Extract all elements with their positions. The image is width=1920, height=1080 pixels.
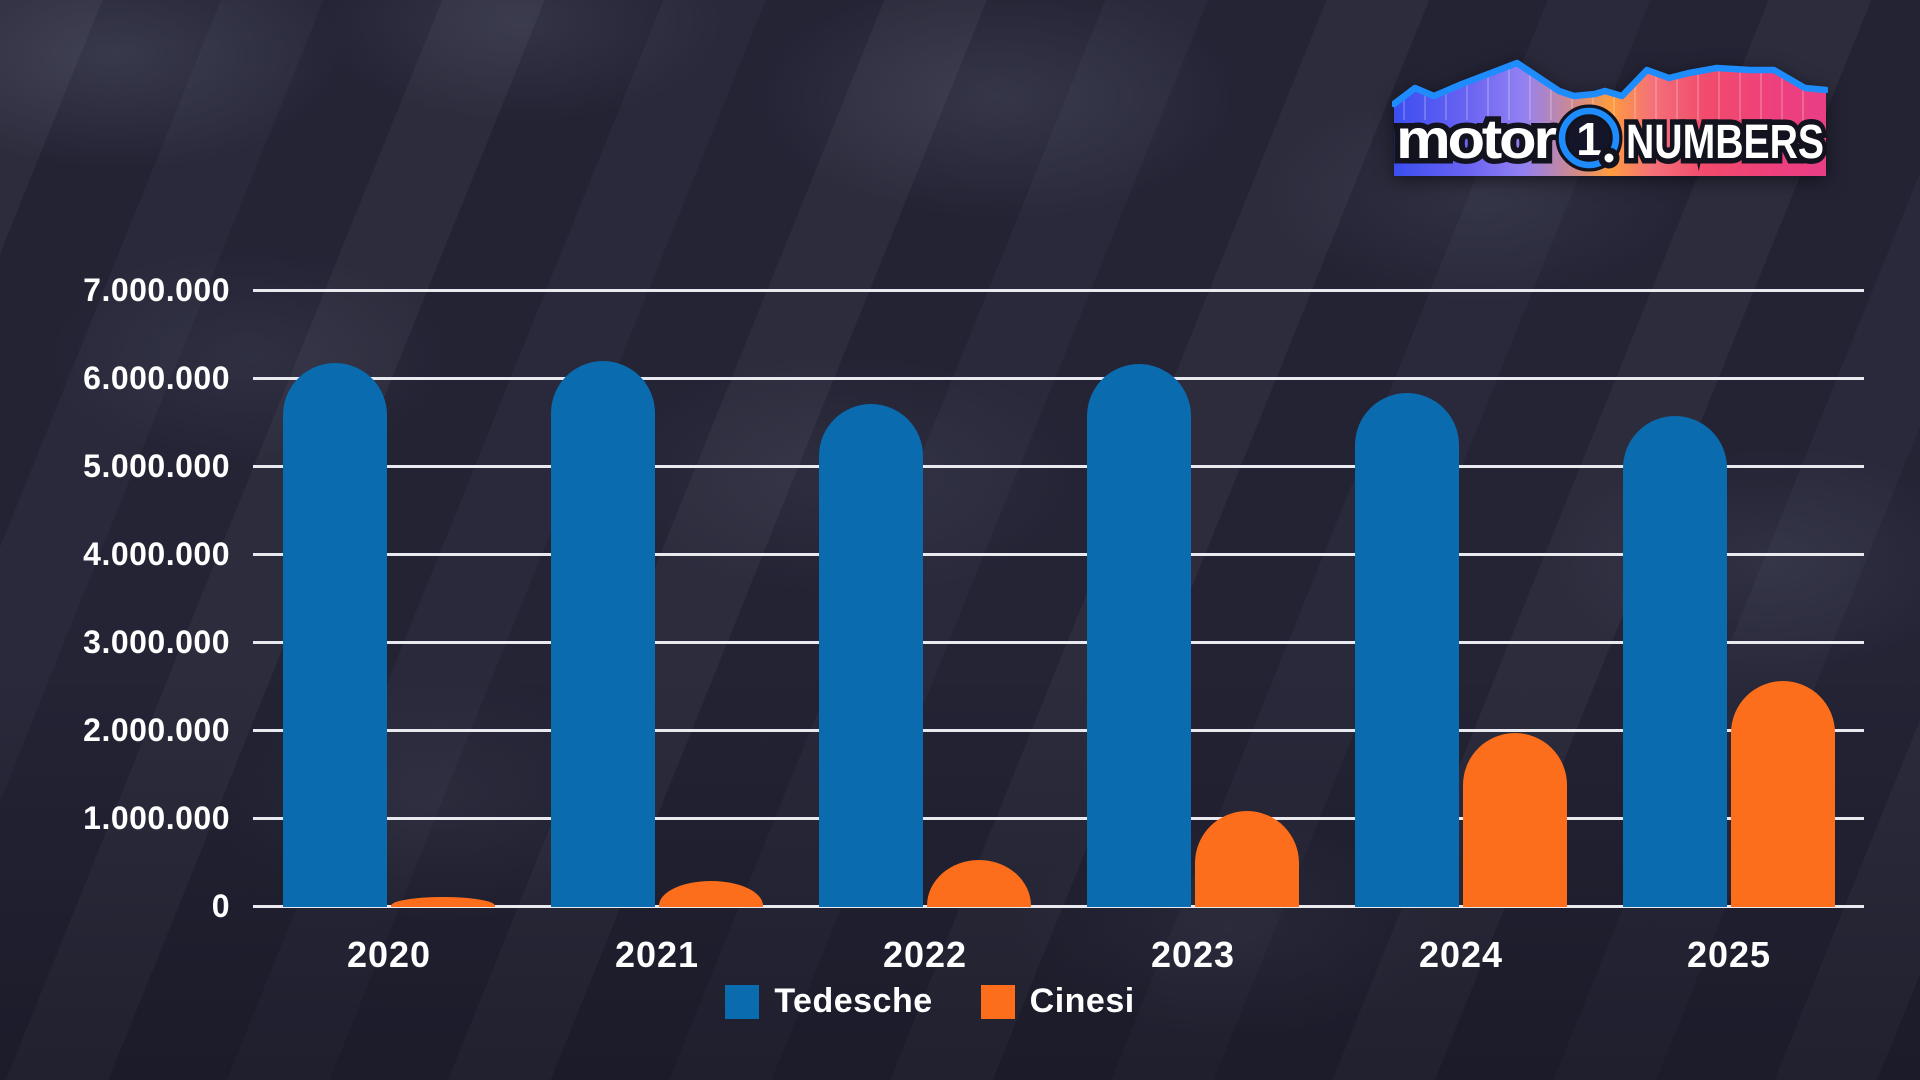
logo-one-text: 1 xyxy=(1576,113,1602,165)
legend-label-tedesche: Tedesche xyxy=(774,982,933,1020)
gridline-2000000 xyxy=(253,728,1864,732)
gridline-7000000 xyxy=(253,288,1864,292)
bar-cinesi-2025 xyxy=(1731,680,1835,908)
x-axis-label-2021: 2021 xyxy=(614,934,700,975)
gridline-1000000 xyxy=(253,816,1864,820)
gridline-0 xyxy=(253,904,1864,908)
bar-cinesi-2021 xyxy=(659,881,763,908)
bar-tedesche-2023 xyxy=(1087,363,1191,908)
bar-cinesi-2020 xyxy=(391,897,495,908)
y-axis-tick-label: 3.000.000 xyxy=(83,624,230,660)
gridline-5000000 xyxy=(253,464,1864,468)
bar-cinesi-2024 xyxy=(1463,732,1567,908)
legend-item-tedesche: Tedesche xyxy=(725,982,932,1021)
bar-tedesche-2024 xyxy=(1355,392,1459,908)
x-axis-label-2020: 2020 xyxy=(346,934,432,975)
legend-swatch-cinesi xyxy=(980,984,1015,1019)
bar-cinesi-2023 xyxy=(1195,810,1299,908)
logo-numbers-text: NUMBERS xyxy=(1626,116,1824,169)
bar-cinesi-2022 xyxy=(927,860,1031,908)
x-axis-label-2023: 2023 xyxy=(1150,934,1236,975)
y-axis-tick-label: 5.000.000 xyxy=(83,448,230,484)
y-axis-tick-label: 2.000.000 xyxy=(83,712,230,748)
x-axis-label-2024: 2024 xyxy=(1418,934,1504,975)
logo-period-dot xyxy=(1598,147,1620,169)
logo-circle-ring xyxy=(1558,107,1620,169)
bar-tedesche-2021 xyxy=(551,361,655,908)
gridline-3000000 xyxy=(253,640,1864,644)
bar-tedesche-2025 xyxy=(1623,415,1727,908)
bar-tedesche-2022 xyxy=(819,403,923,908)
y-axis-tick-label: 1.000.000 xyxy=(83,800,230,836)
chart-legend: Tedesche Cinesi xyxy=(610,982,1250,1021)
gridline-4000000 xyxy=(253,552,1864,556)
legend-label-cinesi: Cinesi xyxy=(1029,982,1135,1020)
y-axis-tick-label: 6.000.000 xyxy=(83,360,230,396)
motor1-numbers-logo: motor 1 NUMBERS xyxy=(1392,59,1828,176)
y-axis-tick-label: 7.000.000 xyxy=(83,272,230,308)
legend-swatch-tedesche xyxy=(725,984,760,1019)
logo-motor-text: motor xyxy=(1396,107,1556,170)
logo-ridge-line xyxy=(1392,59,1828,108)
x-axis-label-2022: 2022 xyxy=(882,934,968,975)
x-axis-label-2025: 2025 xyxy=(1686,934,1772,975)
y-axis-tick-label: 4.000.000 xyxy=(83,536,230,572)
gridline-6000000 xyxy=(253,376,1864,380)
legend-item-cinesi: Cinesi xyxy=(980,982,1135,1021)
y-axis-tick-label: 0 xyxy=(211,888,230,924)
bar-tedesche-2020 xyxy=(283,363,387,908)
